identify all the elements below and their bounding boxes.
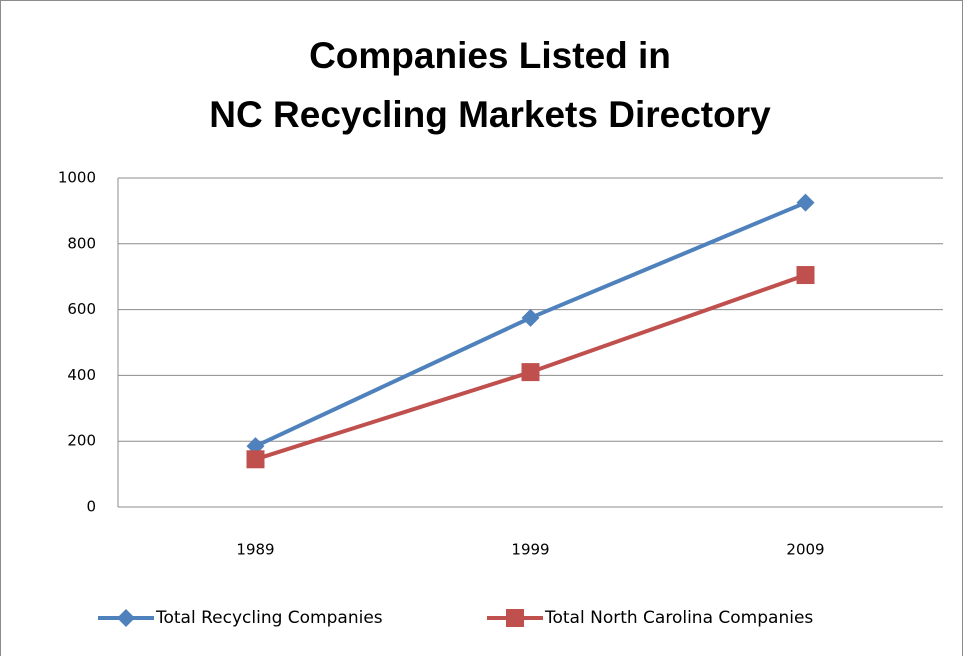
legend-label: Total Recycling Companies (155, 608, 383, 628)
y-tick-label: 400 (67, 366, 96, 384)
x-tick-label: 1999 (511, 541, 549, 559)
legend-label: Total North Carolina Companies (544, 608, 813, 628)
y-tick-label: 800 (67, 234, 96, 252)
y-tick-label: 0 (86, 498, 96, 516)
x-tick-label: 2009 (786, 541, 824, 559)
chart-title: NC Recycling Markets Directory (209, 94, 771, 135)
data-point (246, 450, 265, 469)
y-tick-label: 200 (67, 432, 96, 450)
data-point (521, 363, 540, 382)
legend-marker (117, 609, 135, 627)
y-tick-label: 1000 (58, 169, 96, 187)
legend-marker (506, 609, 524, 627)
data-point (521, 308, 540, 327)
data-point (796, 266, 815, 285)
y-tick-label: 600 (67, 300, 96, 318)
chart-title: Companies Listed in (309, 35, 671, 76)
x-tick-label: 1989 (236, 541, 274, 559)
data-point (796, 193, 815, 212)
